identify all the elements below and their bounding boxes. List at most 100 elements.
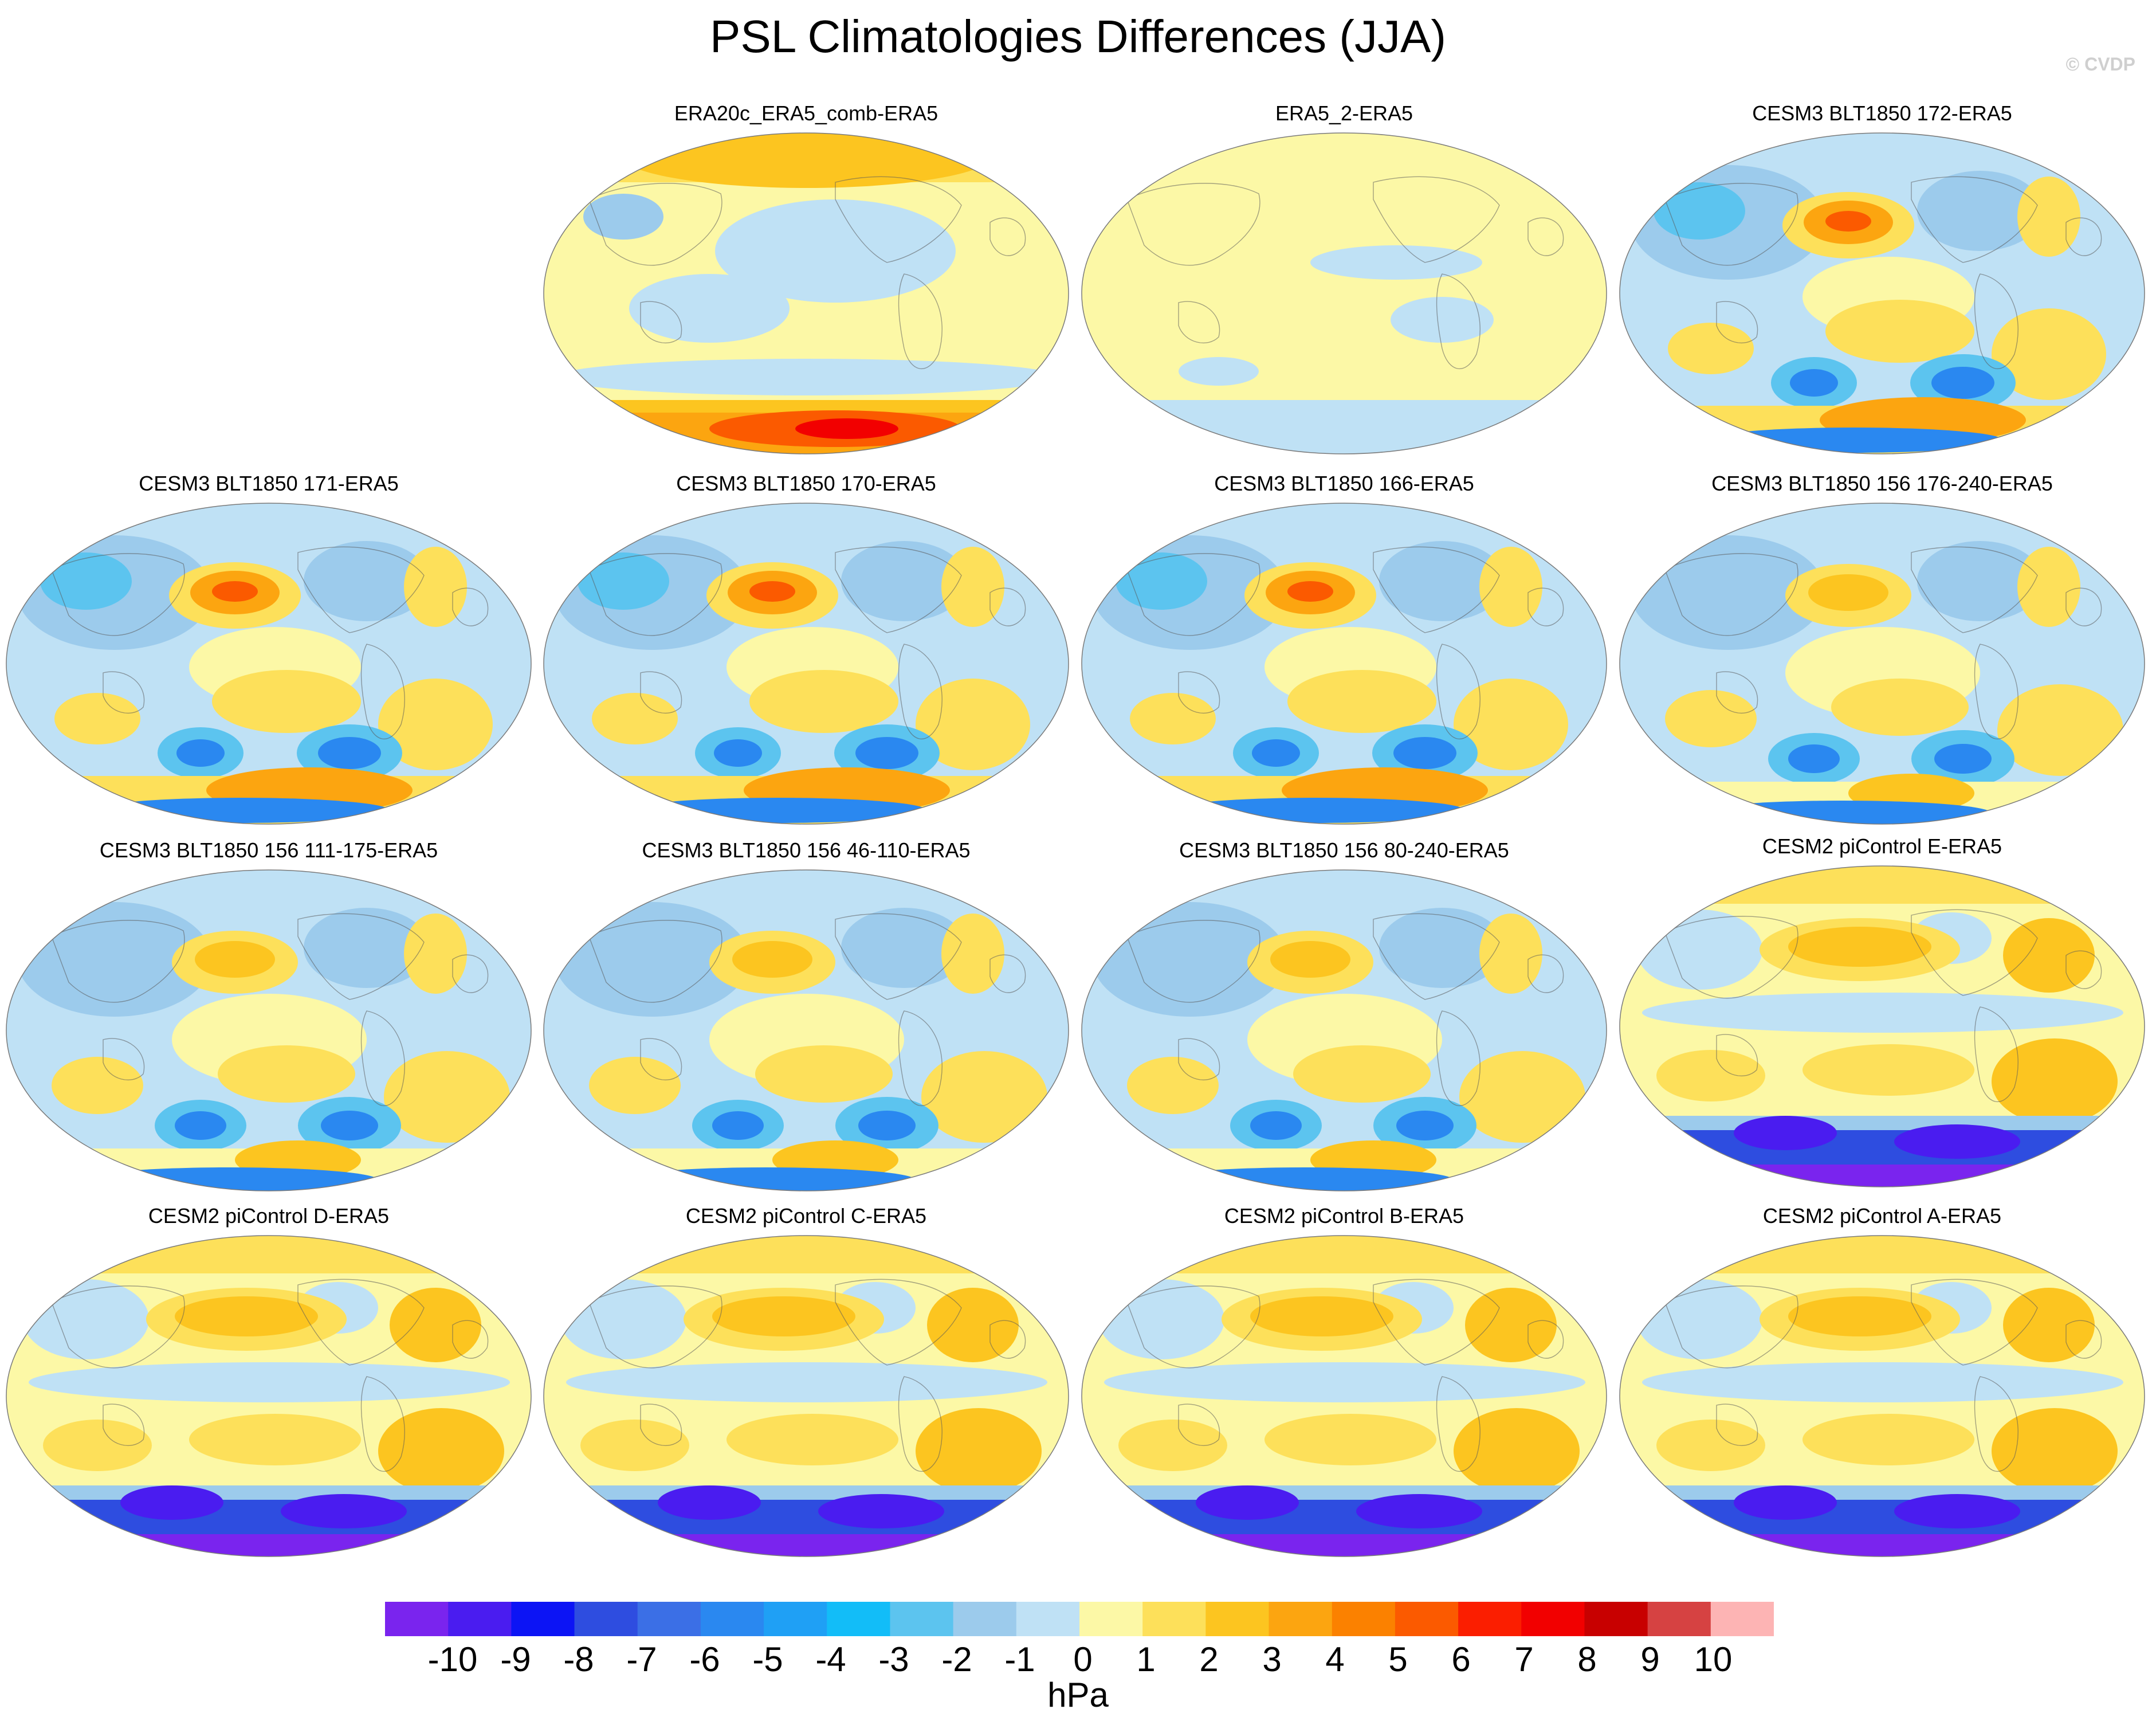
colorbar-swatch <box>1710 1602 1774 1636</box>
colorbar-swatch <box>511 1602 575 1636</box>
panel-title: CESM2 piControl C-ERA5 <box>685 1204 927 1228</box>
colorbar-swatch <box>700 1602 764 1636</box>
colorbar-swatch <box>764 1602 827 1636</box>
map-fill <box>6 870 531 1191</box>
colorbar-swatch <box>1079 1602 1143 1636</box>
coastlines <box>1126 1279 1564 1472</box>
map-border <box>543 869 1069 1191</box>
map-fill <box>544 503 1069 824</box>
coastlines <box>588 176 1026 370</box>
map-border <box>1081 132 1607 454</box>
map-fill <box>1620 866 2145 1187</box>
map-fill <box>544 870 1069 1191</box>
panel-title: ERA5_2-ERA5 <box>1275 101 1413 125</box>
psl-difference-map <box>1081 1235 1607 1557</box>
panel-title: CESM3 BLT1850 172-ERA5 <box>1752 101 2012 125</box>
units-label: hPa <box>1047 1676 1109 1714</box>
colorbar-swatch <box>1016 1602 1080 1636</box>
map-border <box>1081 503 1607 825</box>
map-fill <box>1082 503 1607 824</box>
map-border <box>6 503 532 825</box>
colorbar-tick: 10 <box>1694 1640 1733 1679</box>
colorbar-tick: 7 <box>1514 1640 1534 1679</box>
colorbar-tick: 5 <box>1388 1640 1408 1679</box>
map-fill <box>6 503 531 824</box>
map-border <box>1619 1235 2145 1557</box>
colorbar-swatch <box>637 1602 701 1636</box>
map-panel: CESM3 BLT1850 156 46-110-ERA5 <box>537 838 1075 1193</box>
psl-difference-map <box>6 503 532 825</box>
colorbar-swatch <box>1395 1602 1459 1636</box>
map-border <box>1619 503 2145 825</box>
coastlines <box>1126 913 1564 1107</box>
map-panel: CESM2 piControl B-ERA5 <box>1075 1203 1613 1559</box>
map-border <box>1619 865 2145 1187</box>
map-panel: CESM3 BLT1850 170-ERA5 <box>537 471 1075 826</box>
panel-title: CESM3 BLT1850 156 80-240-ERA5 <box>1179 838 1509 862</box>
psl-difference-map <box>6 869 532 1191</box>
map-fill <box>6 1236 531 1557</box>
colorbar-tick: -6 <box>689 1640 720 1679</box>
colorbar-tick: -10 <box>427 1640 478 1679</box>
colorbar-tick: 4 <box>1325 1640 1345 1679</box>
copyright-label: © CVDP <box>2065 54 2135 75</box>
colorbar-tick: -7 <box>626 1640 657 1679</box>
colorbar-tick: 3 <box>1262 1640 1282 1679</box>
panel-title: CESM3 BLT1850 156 176-240-ERA5 <box>1711 472 2053 495</box>
panel-title: CESM3 BLT1850 156 46-110-ERA5 <box>642 838 971 862</box>
map-panel: CESM2 piControl A-ERA5 <box>1613 1203 2151 1559</box>
map-border <box>1081 1235 1607 1557</box>
coastlines <box>51 913 489 1107</box>
colorbar-tick: 8 <box>1577 1640 1597 1679</box>
colorbar-swatch <box>1332 1602 1396 1636</box>
map-panel: CESM3 BLT1850 156 176-240-ERA5 <box>1613 471 2151 826</box>
psl-difference-map <box>1619 503 2145 825</box>
map-border <box>543 132 1069 454</box>
colorbar-swatch <box>1647 1602 1711 1636</box>
colorbar-swatch <box>953 1602 1017 1636</box>
panel-title: CESM3 BLT1850 156 111-175-ERA5 <box>99 838 438 862</box>
map-border <box>6 869 532 1191</box>
coastlines <box>1664 1279 2102 1472</box>
colorbar-tick: 9 <box>1640 1640 1660 1679</box>
map-fill <box>1620 503 2145 824</box>
map-panel: CESM2 piControl C-ERA5 <box>537 1203 1075 1559</box>
panel-title: CESM3 BLT1850 170-ERA5 <box>676 472 936 495</box>
colorbar-swatch <box>574 1602 638 1636</box>
map-panel: ERA20c_ERA5_comb-ERA5 <box>537 101 1075 456</box>
map-border <box>543 1235 1069 1557</box>
map-panel: CESM3 BLT1850 171-ERA5 <box>0 471 537 826</box>
map-fill <box>544 133 1069 454</box>
panel-title: CESM2 piControl D-ERA5 <box>148 1204 390 1228</box>
map-fill <box>1082 133 1607 454</box>
map-border <box>1619 132 2145 454</box>
colorbar-swatch <box>1269 1602 1333 1636</box>
panel-title: CESM3 BLT1850 171-ERA5 <box>139 472 399 495</box>
coastlines <box>1126 546 1564 740</box>
colorbar-tick: 2 <box>1199 1640 1219 1679</box>
map-panel: CESM2 piControl D-ERA5 <box>0 1203 537 1559</box>
colorbar-swatch <box>448 1602 512 1636</box>
panel-title: CESM3 BLT1850 166-ERA5 <box>1214 472 1474 495</box>
map-border <box>543 503 1069 825</box>
psl-difference-map <box>1081 869 1607 1191</box>
colorbar <box>385 1602 1774 1636</box>
colorbar-tick: -2 <box>941 1640 972 1679</box>
coastlines <box>1664 176 2102 370</box>
colorbar-tick: 6 <box>1451 1640 1471 1679</box>
psl-difference-map <box>1619 1235 2145 1557</box>
panel-title: CESM2 piControl E-ERA5 <box>1762 834 2002 858</box>
map-panel: ERA5_2-ERA5 <box>1075 101 1613 456</box>
panel-title: CESM2 piControl B-ERA5 <box>1224 1204 1464 1228</box>
map-panel: CESM3 BLT1850 166-ERA5 <box>1075 471 1613 826</box>
psl-difference-map <box>1081 132 1607 454</box>
colorbar-tick: -5 <box>752 1640 783 1679</box>
psl-difference-map <box>1619 132 2145 454</box>
psl-difference-map <box>543 869 1069 1191</box>
map-fill <box>1082 870 1607 1191</box>
psl-difference-map <box>543 1235 1069 1557</box>
colorbar-swatch <box>385 1602 449 1636</box>
colorbar-tick: -8 <box>563 1640 594 1679</box>
colorbar-tick: -4 <box>815 1640 846 1679</box>
coastlines <box>588 546 1026 740</box>
